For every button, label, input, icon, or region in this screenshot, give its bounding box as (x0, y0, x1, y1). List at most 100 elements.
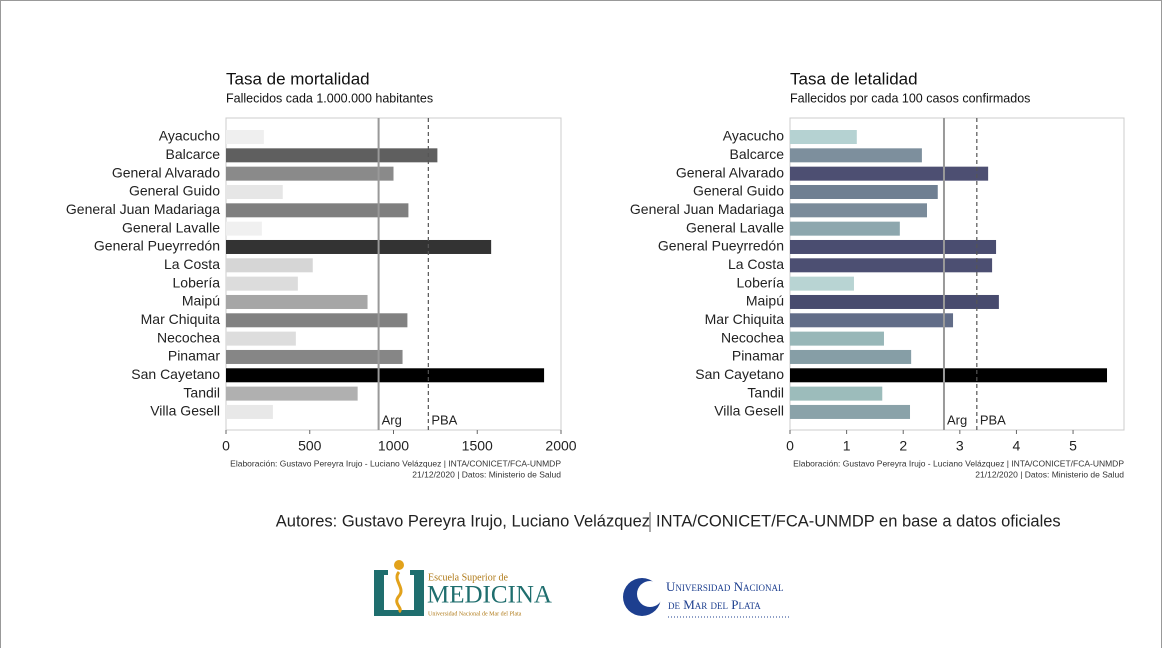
logo-dot (394, 560, 404, 570)
bar (226, 203, 409, 218)
category-label: Ayacucho (723, 128, 784, 144)
bar (790, 130, 857, 144)
chart-subtitle: Fallecidos por cada 100 casos confirmado… (790, 91, 1030, 105)
logo-text: MEDICINA (427, 582, 552, 609)
bar (790, 294, 999, 309)
bar (790, 276, 854, 291)
bar (226, 221, 262, 236)
source-note: Elaboración: Gustavo Pereyra Irujo - Luc… (793, 458, 1124, 468)
logo-circle-inner (637, 581, 663, 607)
footer-authors: Autores: Gustavo Pereyra Irujo, Luciano … (276, 512, 650, 530)
bar (790, 184, 938, 199)
category-label: La Costa (728, 256, 784, 272)
logo-frame (374, 570, 424, 616)
footer-institutions: INTA/CONICET/FCA-UNMDP en base a datos o… (656, 512, 1061, 530)
category-label: Pinamar (732, 348, 784, 364)
category-label: Pinamar (168, 348, 220, 364)
x-tick-label: 1500 (462, 438, 493, 454)
bar (790, 203, 927, 218)
bar (790, 404, 911, 419)
x-tick-label: 2000 (545, 438, 576, 454)
category-label: Maipú (746, 293, 784, 309)
category-label: Villa Gesell (150, 403, 220, 419)
bar (226, 313, 408, 328)
category-label: Villa Gesell (714, 403, 784, 419)
category-label: General Juan Madariaga (66, 201, 220, 217)
chart-title: Tasa de mortalidad (226, 69, 370, 88)
bar (790, 239, 997, 254)
x-tick-label: 2 (899, 438, 907, 454)
plot-frame (789, 117, 1125, 431)
category-label: Mar Chiquita (705, 311, 785, 327)
x-tick-label: 500 (298, 438, 322, 454)
category-label: Necochea (721, 329, 784, 345)
category-label: La Costa (164, 256, 220, 272)
category-label: Maipú (182, 293, 220, 309)
source-note: 21/12/2020 | Datos: Ministerio de Salud (975, 469, 1124, 479)
x-tick-label: 0 (222, 438, 230, 454)
category-label: General Alvarado (676, 164, 784, 180)
category-label: Ayacucho (159, 128, 220, 144)
bar (226, 276, 298, 291)
bar (226, 386, 358, 401)
category-label: San Cayetano (131, 366, 220, 382)
bar (790, 331, 884, 346)
logo-text: Escuela Superior de (428, 572, 509, 583)
bar (790, 258, 993, 273)
category-label: General Lavalle (122, 219, 220, 235)
bar (790, 221, 900, 236)
bar (790, 148, 922, 163)
x-tick-label: 3 (956, 438, 964, 454)
category-label: General Lavalle (686, 219, 784, 235)
chart-title: Tasa de letalidad (790, 69, 918, 88)
bar (790, 313, 954, 328)
logo-text: de Mar del Plata (668, 597, 761, 612)
bar (226, 368, 545, 383)
logo-text: Universidad Nacional (666, 579, 784, 594)
source-note: Elaboración: Gustavo Pereyra Irujo - Luc… (230, 458, 561, 468)
category-label: General Guido (693, 183, 784, 199)
category-label: Balcarce (730, 146, 785, 162)
source-note: 21/12/2020 | Datos: Ministerio de Salud (412, 469, 561, 479)
category-label: Balcarce (166, 146, 221, 162)
bar (226, 239, 492, 254)
chart-subtitle: Fallecidos cada 1.000.000 habitantes (226, 91, 433, 105)
bar (790, 368, 1108, 383)
category-label: Tandil (183, 384, 220, 400)
bar (226, 184, 283, 199)
category-label: General Pueyrredón (94, 238, 220, 254)
bar (226, 331, 296, 346)
x-tick-label: 0 (786, 438, 794, 454)
x-tick-label: 1000 (378, 438, 409, 454)
bar (226, 148, 438, 163)
logo-text: Universidad Nacional de Mar del Plata (428, 611, 522, 617)
reference-label: Arg (382, 412, 402, 427)
category-label: Tandil (747, 384, 784, 400)
x-tick-label: 4 (1013, 438, 1021, 454)
bar (790, 386, 883, 401)
reference-label: PBA (980, 412, 1006, 427)
x-tick-label: 5 (1069, 438, 1077, 454)
bar (226, 294, 368, 309)
logo-medicina: Escuela Superior de MEDICINA Universidad… (374, 560, 552, 617)
category-label: General Juan Madariaga (630, 201, 784, 217)
bar (226, 166, 394, 181)
category-label: Lobería (173, 274, 221, 290)
x-tick-label: 1 (843, 438, 851, 454)
bar (226, 349, 403, 364)
plot-frame (225, 117, 562, 431)
bar (790, 166, 989, 181)
reference-label: Arg (947, 412, 967, 427)
category-label: Lobería (737, 274, 785, 290)
category-label: Necochea (157, 329, 220, 345)
category-label: Mar Chiquita (141, 311, 221, 327)
category-label: San Cayetano (695, 366, 784, 382)
logo-unmdp: Universidad Nacional de Mar del Plata (623, 578, 790, 618)
reference-label: PBA (431, 412, 457, 427)
bar (226, 258, 313, 273)
bar (226, 130, 264, 144)
category-label: General Guido (129, 183, 220, 199)
category-label: General Pueyrredón (658, 238, 784, 254)
bar (226, 404, 273, 419)
